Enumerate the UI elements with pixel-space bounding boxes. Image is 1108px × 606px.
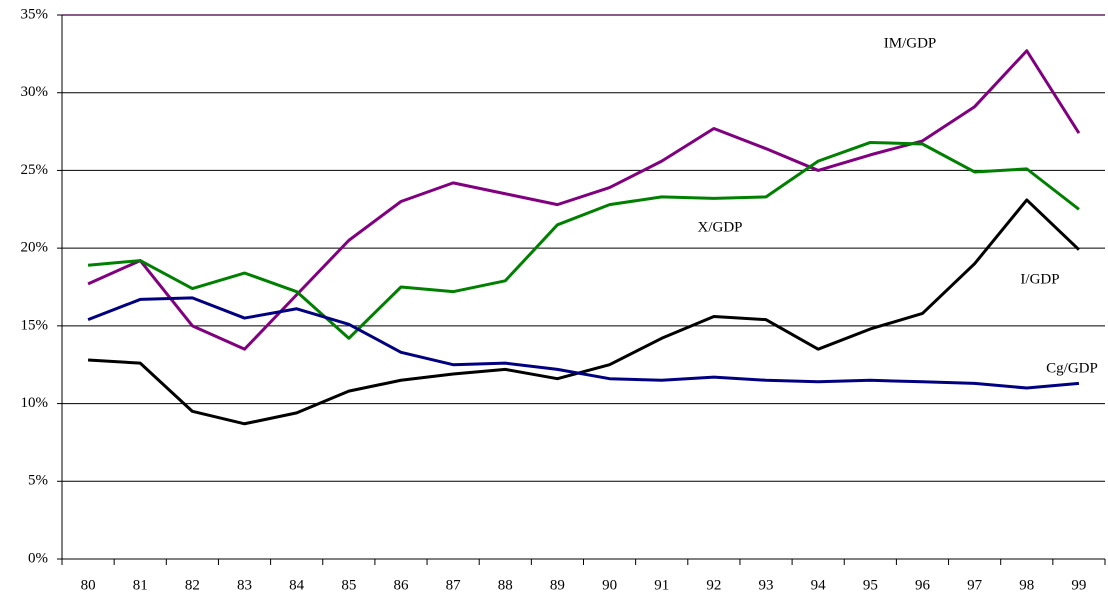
series-line [87,140,1080,340]
y-tick-label: 25% [21,162,49,178]
x-tick-label: 88 [498,577,513,593]
series-line [87,296,1080,390]
series-label: I/GDP [1020,271,1059,287]
y-tick-label: 0% [28,550,48,566]
series-label: X/GDP [697,219,742,235]
x-tick-label: 84 [289,577,305,593]
x-tick-label: 94 [811,577,827,593]
y-tick-label: 10% [21,395,49,411]
y-tick-label: 35% [21,6,49,22]
series-line [87,198,1080,426]
x-tick-label: 95 [863,577,878,593]
series-label: Cg/GDP [1046,360,1098,376]
x-tick-label: 81 [133,577,148,593]
y-tick-label: 5% [28,473,48,489]
x-tick-label: 92 [706,577,721,593]
x-tick-label: 83 [237,577,252,593]
x-tick-label: 87 [446,577,462,593]
y-tick-label: 30% [21,84,49,100]
x-tick-label: 85 [341,577,356,593]
y-tick-label: 15% [21,317,49,333]
x-tick-label: 82 [185,577,200,593]
x-tick-label: 97 [967,577,983,593]
x-tick-label: 89 [550,577,565,593]
x-tick-label: 93 [759,577,774,593]
x-tick-label: 86 [393,577,409,593]
series-label: IM/GDP [884,35,937,51]
x-tick-label: 96 [915,577,931,593]
x-tick-label: 99 [1071,577,1086,593]
x-tick-label: 91 [654,577,669,593]
y-tick-label: 20% [21,240,49,256]
x-tick-label: 90 [602,577,617,593]
x-tick-label: 80 [81,577,96,593]
x-tick-label: 98 [1019,577,1034,593]
